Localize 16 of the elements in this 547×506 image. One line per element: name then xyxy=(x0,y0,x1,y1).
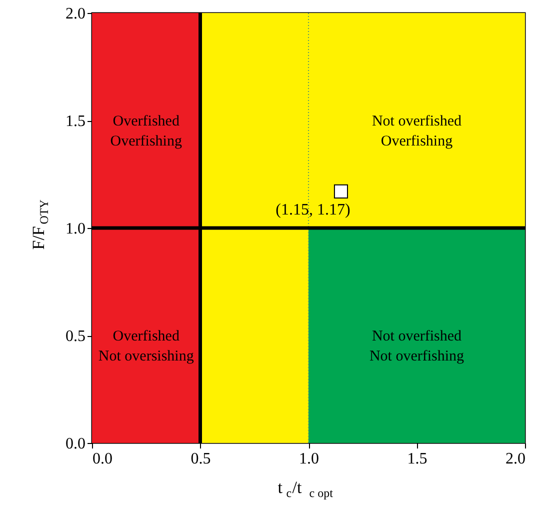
x-tick-label: 0.5 xyxy=(190,450,211,468)
y-tick-label: 0.5 xyxy=(66,328,86,345)
annotation: (1.15, 1.17) xyxy=(276,201,350,218)
annotation: Overfished Not oversishing xyxy=(98,328,194,364)
annotation: Not overfished Not overfishing xyxy=(369,328,465,364)
y-tick-label: 1.5 xyxy=(66,113,86,130)
x-tick-label: 1.0 xyxy=(299,450,319,468)
y-tick-label: 2.0 xyxy=(66,6,86,22)
y-tick-label: 0.0 xyxy=(66,436,86,452)
annotation: Overfished Overfishing xyxy=(110,114,182,150)
y-axis-title: F/FOTY xyxy=(29,199,51,250)
y-tick-label: 1.0 xyxy=(66,220,86,238)
x-tick-label: 2.0 xyxy=(506,450,526,468)
annotation: Not overfished Overfishing xyxy=(372,114,462,150)
x-tick-label: 0.0 xyxy=(92,450,112,468)
x-tick-label: 1.5 xyxy=(407,450,428,468)
